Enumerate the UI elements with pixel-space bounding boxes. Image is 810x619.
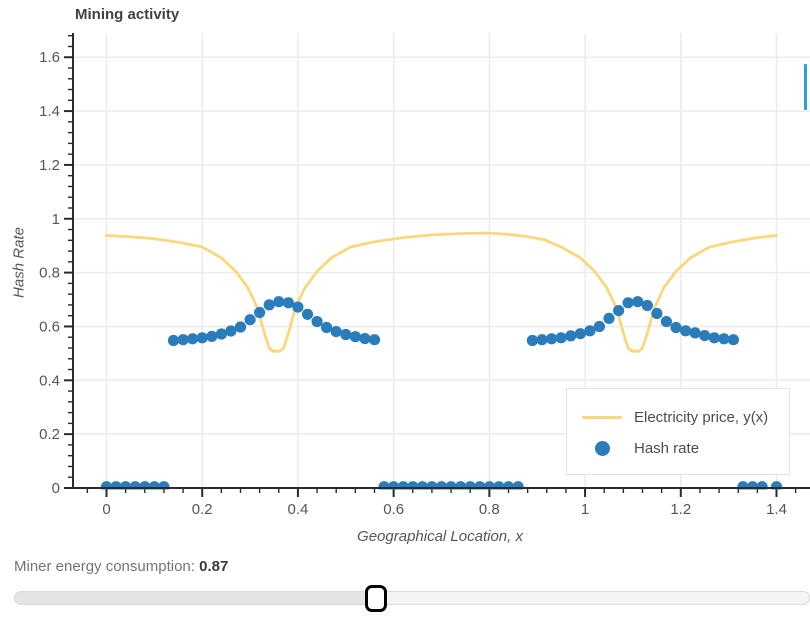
scatter-point [282,297,294,309]
scatter-point [565,330,577,342]
scatter-point [330,326,342,338]
scatter-point [359,333,371,345]
scatter-point [244,314,256,326]
scatter-point [397,481,409,490]
legend-item-electricity-price[interactable]: Electricity price, y(x) [567,402,789,433]
hash-rate-marker-icon [594,441,610,456]
scatter-point [435,481,448,490]
x-tick-label: 0.2 [192,501,213,518]
scatter-point [526,334,539,347]
miner-energy-caption: Miner energy consumption: 0.87 [14,558,228,575]
scatter-point [129,481,141,490]
scatter-point [273,296,285,308]
scatter-point [680,325,692,337]
y-axis-title: Hash Rate [10,227,28,298]
x-tick-label: 0 [102,501,110,518]
scatter-point [613,305,625,317]
scatter-point [474,481,486,490]
y-tick-label: 0 [52,480,60,497]
x-tick-label: 0.8 [479,501,500,518]
y-tick-label: 1 [52,211,60,228]
y-tick-label: 0.6 [39,318,60,335]
y-tick-label: 1.6 [39,49,60,66]
y-tick-label: 1.2 [39,157,60,174]
scatter-point [263,299,275,311]
chart-title: Mining activity [75,6,180,23]
scatter-point [493,481,505,490]
scatter-point [737,481,749,490]
energy-consumption-slider[interactable] [14,585,810,613]
scatter-point [206,330,218,342]
scatter-point [670,321,682,334]
scatter-point [603,312,615,324]
y-tick-label: 0.2 [39,426,60,443]
scatter-point [689,327,701,339]
x-tick-label: 0.4 [287,501,308,518]
x-axis-title: Geographical Location, x [357,528,523,545]
scatter-point [177,334,189,346]
slider-thumb[interactable] [365,585,387,612]
scatter-point [455,481,467,490]
scatter-point [167,334,180,347]
mining-chart-plot: 0 0.2 0.4 0.6 0.8 1 1.2 1.4 0 0.2 0.4 0.6 0.8 1 1.2 1.4… [39,33,810,518]
electricity-price-line-icon [582,416,622,419]
scatter-point [321,321,333,334]
scrollbar-thumb[interactable] [804,64,807,110]
scatter-point [215,328,227,340]
scatter-point [593,320,606,333]
scatter-point [660,316,673,328]
scatter-point [718,333,730,345]
y-tick-label: 0.8 [39,265,60,282]
scatter-point [301,308,314,320]
y-tick-label: 0.4 [39,372,60,389]
scatter-point [536,334,548,346]
miner-energy-value: 0.87 [199,558,229,575]
scatter-point [727,334,740,346]
scatter-point [368,334,381,346]
x-tick-label: 0.6 [383,501,404,518]
price-curve [105,231,778,353]
legend-label-electricity-price: Electricity price, y(x) [634,409,769,426]
scatter-point [225,325,237,337]
scatter-point [708,332,720,344]
scatter-point [546,333,558,345]
scatter-point [555,332,567,344]
dot-swatch-wrap [579,441,625,456]
scatter-point [234,321,247,333]
scatter-point [292,301,304,313]
legend-item-hash-rate[interactable]: Hash rate [567,433,789,464]
scatter-point [254,306,266,319]
scatter-point [311,316,323,328]
scatter-point [651,307,663,320]
scatter-point [340,328,352,341]
chart-legend: Electricity price, y(x) Hash rate [566,388,790,475]
miner-energy-label: Miner energy consumption: [14,558,195,575]
line-swatch-wrap [579,416,625,419]
scatter-point [512,481,524,490]
scatter-point [574,328,586,340]
scatter-point [196,332,208,344]
x-tick-label: 1 [581,501,589,518]
x-tick-label: 1.4 [766,501,787,518]
scatter-point [632,296,644,308]
scatter-point [349,331,361,343]
scatter-point [699,330,711,342]
legend-label-hash-rate: Hash rate [634,440,700,457]
x-tick-label: 1.2 [670,501,691,518]
slider-track[interactable] [14,591,810,605]
scatter-point [641,299,653,312]
scatter-point [584,325,596,337]
scatter-point [756,481,768,490]
y-tick-label: 1.4 [39,103,60,120]
scatter-point [622,297,634,309]
scatter-point [187,333,199,345]
